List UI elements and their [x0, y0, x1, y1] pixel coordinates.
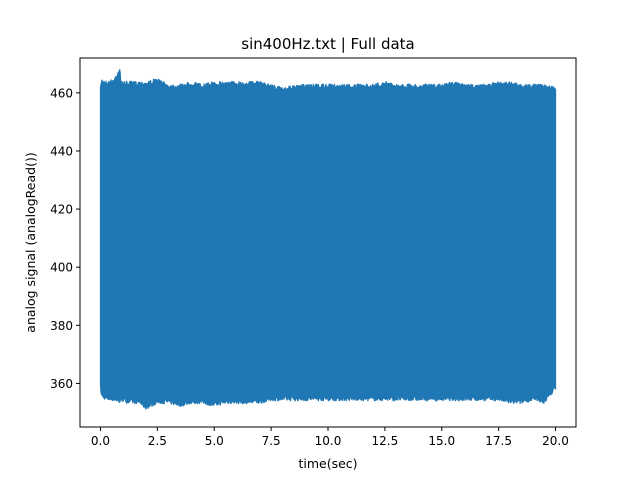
y-tick-label: 440: [50, 144, 73, 158]
x-tick-label: 17.5: [485, 434, 512, 448]
y-axis-label: analog signal (analogRead()): [23, 152, 38, 332]
x-tick-label: 15.0: [428, 434, 455, 448]
x-tick-label: 0.0: [91, 434, 110, 448]
x-tick-label: 7.5: [262, 434, 281, 448]
x-tick-label: 10.0: [315, 434, 342, 448]
plot-area: [79, 57, 577, 428]
y-axis-ticks: 360 380 400 420 440 460: [50, 86, 80, 391]
x-tick-label: 5.0: [205, 434, 224, 448]
x-axis-label: time(sec): [298, 456, 357, 471]
y-tick-label: 460: [50, 86, 73, 100]
y-tick-label: 400: [50, 261, 73, 275]
x-tick-label: 20.0: [542, 434, 569, 448]
y-tick-label: 360: [50, 377, 73, 391]
series-line: [99, 69, 557, 410]
y-tick-label: 380: [50, 319, 73, 333]
chart-title: sin400Hz.txt | Full data: [241, 35, 414, 53]
series-layer: [99, 69, 557, 410]
x-tick-label: 2.5: [148, 434, 167, 448]
x-tick-label: 12.5: [372, 434, 399, 448]
x-axis-ticks: 0.0 2.5 5.0 7.5 10.0 12.5 15.0 17.5 20.0: [91, 427, 569, 448]
y-tick-label: 420: [50, 203, 73, 217]
